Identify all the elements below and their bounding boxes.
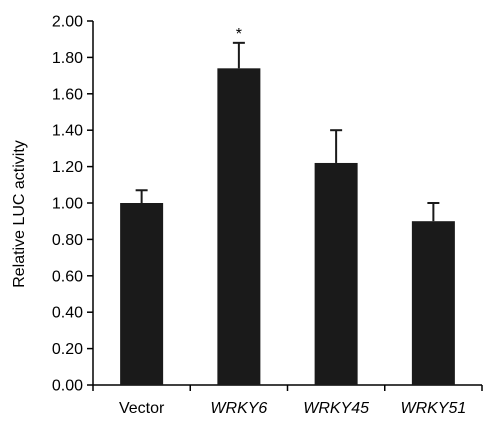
category-label: WRKY6: [210, 400, 267, 417]
bars: [120, 68, 455, 385]
y-axis-title: Relative LUC activity: [11, 140, 28, 288]
significance-asterisk: *: [236, 26, 242, 43]
y-tick-label: 0.20: [52, 341, 83, 358]
y-tick-label: 1.20: [52, 159, 83, 176]
y-tick-label: 0.80: [52, 232, 83, 249]
y-tick-label: 2.00: [52, 14, 83, 31]
category-label: Vector: [119, 400, 165, 417]
y-tick-label: 1.60: [52, 86, 83, 103]
y-tick-label: 0.60: [52, 268, 83, 285]
y-tick-label: 1.00: [52, 196, 83, 213]
category-label: WRKY45: [303, 400, 369, 417]
x-axis: [92, 384, 483, 391]
error-bars: [135, 41, 440, 222]
y-tick-label: 1.40: [52, 123, 83, 140]
significance-markers: *: [236, 26, 242, 43]
y-tick-label: 0.40: [52, 305, 83, 322]
bar: [217, 68, 261, 385]
category-labels: Vector WRKY6 WRKY45 WRKY51: [119, 400, 466, 417]
bar: [411, 221, 455, 385]
y-tick-label: 0.00: [52, 378, 83, 395]
y-axis: 0.00 0.20 0.40 0.60 0.80 1.00 1.20 1.40 1.60 1.80…: [52, 14, 94, 395]
bar: [120, 203, 164, 385]
y-tick-label: 1.80: [52, 50, 83, 67]
bar: [314, 162, 358, 385]
category-label: WRKY51: [400, 400, 466, 417]
